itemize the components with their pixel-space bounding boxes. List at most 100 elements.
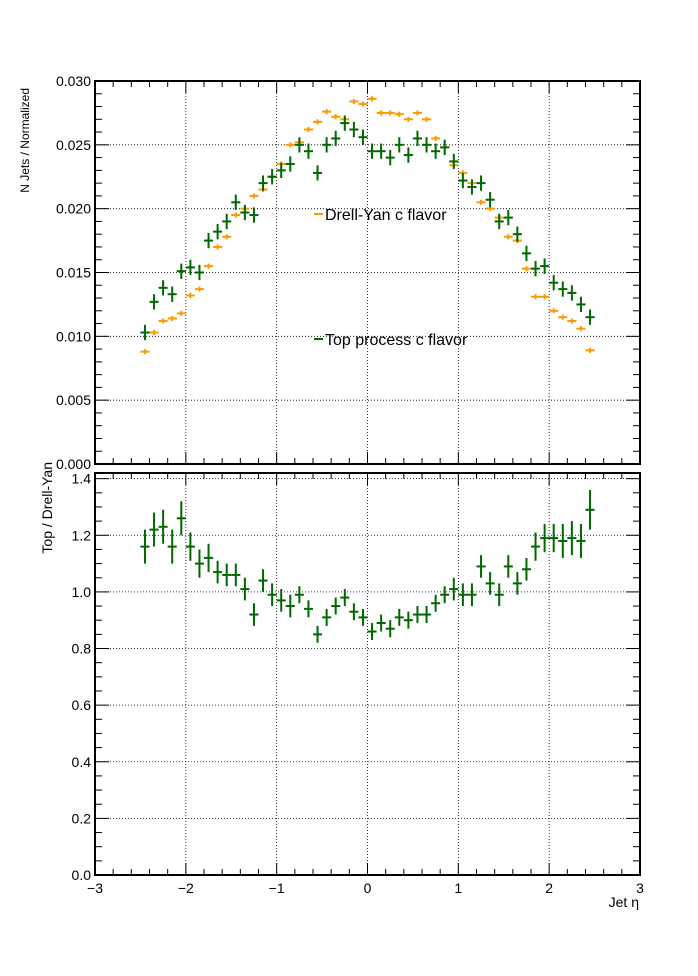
top-panel: 0.000 0.005 0.010 0.015 0.020 0.025 0.030 [56, 73, 641, 472]
data-point [331, 130, 341, 147]
data-point [313, 119, 323, 125]
data-point [231, 194, 241, 210]
data-point [431, 143, 441, 159]
data-point [567, 285, 577, 301]
data-point [185, 259, 195, 276]
data-point [349, 603, 359, 621]
data-point [331, 597, 341, 615]
x-axis-title: Jet η [609, 894, 639, 910]
data-point [458, 583, 468, 607]
y-tick-label: 0.2 [72, 810, 92, 826]
data-point [549, 275, 559, 291]
y-tick-label: 0.005 [56, 392, 91, 408]
data-point [494, 213, 504, 230]
data-point [521, 245, 531, 262]
data-point [213, 244, 223, 250]
data-point [240, 204, 250, 221]
data-point [558, 523, 568, 558]
data-point [358, 608, 368, 626]
data-point [376, 614, 386, 632]
data-point [431, 594, 441, 612]
data-point [303, 600, 313, 618]
data-point [576, 296, 586, 313]
x-tick-label: 2 [545, 880, 553, 896]
data-point [403, 147, 413, 163]
data-point [140, 349, 150, 355]
y-tick-label: 0.025 [56, 137, 91, 153]
data-point [185, 532, 195, 561]
data-point [567, 318, 577, 324]
bottom-y-axis-title: Top / Drell-Yan [39, 462, 55, 554]
data-point [503, 209, 513, 226]
bottom-panel: −3 −2 −1 0 1 2 3 0.0 0.2 0.4 0.6 0.8 1.0 1.2 1.4 [72, 471, 645, 896]
data-point [485, 572, 495, 595]
data-point [503, 234, 513, 240]
data-point [222, 213, 232, 230]
data-point [313, 625, 323, 643]
data-point [394, 608, 404, 626]
legend-label-top-process: Top process c flavor [325, 332, 468, 349]
data-point [140, 529, 150, 564]
legend-entry-top-process: Top process c flavor [314, 332, 468, 349]
data-point [422, 606, 432, 624]
data-point [149, 329, 159, 336]
data-point [394, 137, 404, 153]
data-point [549, 308, 559, 314]
data-point [449, 577, 459, 601]
data-point [503, 555, 513, 578]
legend-entry-drell-yan: Drell-Yan c flavor [314, 207, 447, 224]
data-point [467, 583, 477, 607]
data-point [431, 135, 441, 142]
data-point [303, 143, 313, 159]
y-tick-label: 0.020 [56, 201, 91, 217]
data-point [576, 326, 586, 332]
data-point [376, 143, 386, 159]
data-point [485, 192, 495, 208]
data-point [476, 175, 486, 191]
data-point [585, 347, 595, 353]
data-point [494, 583, 504, 607]
data-point [422, 137, 432, 153]
y-tick-label: 0.8 [72, 641, 92, 657]
data-point [176, 501, 186, 536]
data-point [222, 563, 232, 587]
y-tick-label: 1.2 [72, 527, 92, 543]
data-point [267, 169, 277, 185]
data-point [258, 569, 268, 592]
data-point [385, 149, 395, 166]
y-tick-label: 0.4 [72, 754, 92, 770]
data-point [322, 109, 332, 115]
data-point [176, 310, 186, 316]
data-point [367, 96, 377, 102]
data-point [176, 263, 186, 279]
data-point [440, 139, 450, 156]
data-point [322, 608, 332, 626]
data-point [412, 130, 422, 147]
data-point [158, 280, 168, 296]
data-point [512, 226, 522, 242]
data-point [349, 98, 359, 104]
data-point [558, 281, 568, 297]
x-tick-label: −3 [87, 880, 103, 896]
data-point [458, 172, 468, 189]
data-point [149, 512, 159, 547]
data-point [540, 523, 550, 553]
data-point [422, 116, 432, 122]
data-point [340, 589, 350, 607]
data-point [140, 324, 150, 341]
data-point [512, 572, 522, 595]
data-point [403, 611, 413, 629]
data-point [531, 532, 541, 561]
y-tick-label: 1.0 [72, 584, 92, 600]
y-tick-label: 0.015 [56, 265, 91, 281]
data-point [358, 101, 368, 107]
data-point [222, 234, 232, 240]
data-point [412, 110, 422, 116]
y-tick-label: 1.4 [72, 471, 92, 487]
data-point [194, 286, 204, 292]
data-point [204, 263, 214, 269]
data-point [285, 156, 295, 172]
data-point [231, 563, 241, 587]
data-point [303, 126, 313, 133]
data-point [467, 179, 477, 195]
